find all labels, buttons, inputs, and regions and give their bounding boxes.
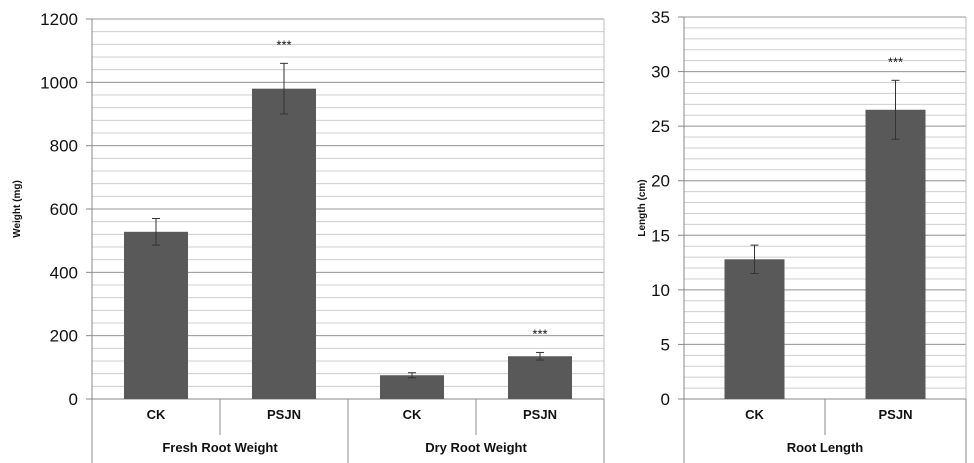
- significance-marker: ***: [276, 37, 291, 52]
- y-tick-label: 200: [50, 327, 78, 346]
- category-label: PSJN: [267, 407, 301, 422]
- y-tick-label: 25: [651, 117, 670, 136]
- group-label: Fresh Root Weight: [162, 440, 278, 455]
- group-label: Dry Root Weight: [425, 440, 527, 455]
- y-axis-label: Length (cm): [637, 179, 648, 236]
- y-tick-label: 5: [661, 335, 670, 354]
- bar: [508, 356, 572, 399]
- y-tick-label: 600: [50, 200, 78, 219]
- y-tick-label: 10: [651, 281, 670, 300]
- category-label: PSJN: [879, 407, 913, 422]
- significance-marker: ***: [532, 326, 547, 341]
- y-tick-label: 800: [50, 137, 78, 156]
- y-tick-label: 0: [69, 390, 78, 409]
- y-tick-label: 1000: [40, 73, 78, 92]
- bar: [865, 109, 926, 400]
- y-tick-label: 30: [651, 63, 670, 82]
- bar: [724, 259, 785, 399]
- y-tick-label: 1200: [40, 10, 78, 29]
- y-axis-label: Weight (mg): [12, 180, 23, 238]
- bar: [252, 88, 316, 400]
- y-tick-label: 15: [651, 226, 670, 245]
- y-tick-label: 35: [651, 8, 670, 27]
- bar: [124, 231, 188, 399]
- y-tick-label: 400: [50, 263, 78, 282]
- y-tick-label: 20: [651, 172, 670, 191]
- significance-marker: ***: [888, 54, 903, 69]
- group-label: Root Length: [787, 440, 864, 455]
- bar: [380, 375, 444, 399]
- category-label: PSJN: [523, 407, 557, 422]
- category-label: CK: [147, 407, 166, 422]
- category-label: CK: [403, 407, 422, 422]
- category-label: CK: [745, 407, 764, 422]
- y-tick-label: 0: [661, 390, 670, 409]
